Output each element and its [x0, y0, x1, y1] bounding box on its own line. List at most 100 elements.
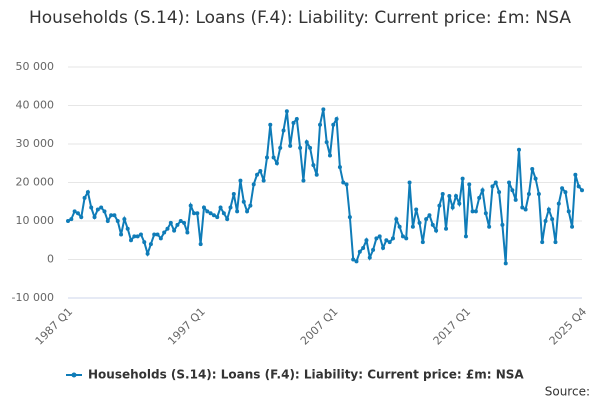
data-point [238, 178, 243, 183]
y-tick-label: 0 [47, 253, 54, 266]
data-point [417, 220, 422, 225]
data-point [437, 203, 442, 208]
data-point [424, 217, 429, 222]
data-point [453, 193, 458, 198]
data-point [115, 219, 120, 223]
data-point [311, 163, 316, 168]
data-point [92, 215, 97, 220]
data-point [314, 172, 319, 177]
chart-title: Households (S.14): Loans (F.4): Liabilit… [29, 8, 571, 28]
data-point [337, 165, 342, 170]
data-point [158, 236, 163, 241]
data-point [327, 153, 332, 158]
data-point [404, 236, 409, 241]
data-point [377, 234, 382, 239]
data-point [66, 219, 70, 223]
data-point [520, 205, 525, 210]
data-point [195, 211, 200, 216]
data-point [483, 211, 488, 216]
data-point [430, 222, 435, 227]
data-point [361, 245, 366, 250]
data-point [291, 120, 296, 125]
data-point [321, 107, 326, 112]
data-point [344, 182, 349, 187]
data-point [563, 190, 568, 195]
data-point [168, 220, 173, 225]
data-point [570, 224, 575, 229]
legend-marker [71, 372, 77, 378]
data-point [384, 238, 389, 243]
x-tick-label: 2007 Q1 [298, 305, 341, 348]
y-tick-label: -10 000 [12, 291, 54, 304]
data-point [427, 213, 432, 218]
data-point [440, 192, 445, 197]
data-point [457, 201, 462, 206]
data-point [341, 180, 346, 185]
data-point [533, 176, 538, 181]
data-point [175, 222, 180, 227]
data-point [251, 182, 256, 187]
data-point [510, 188, 515, 193]
data-point [162, 230, 167, 235]
data-point [178, 219, 183, 223]
data-point [155, 232, 160, 237]
data-point [507, 180, 512, 185]
data-point [129, 238, 134, 243]
x-tick-label: 1987 Q1 [33, 305, 76, 348]
y-tick-label: 40 000 [16, 99, 55, 112]
data-point [394, 217, 399, 222]
data-point [294, 116, 299, 121]
data-point [493, 180, 498, 185]
data-point [215, 215, 220, 220]
data-point [248, 203, 253, 208]
data-point [268, 122, 273, 127]
data-point [447, 193, 452, 198]
data-point [138, 232, 143, 237]
data-point [580, 188, 584, 193]
data-point [89, 205, 94, 210]
data-point [381, 245, 386, 250]
y-tick-label: 30 000 [16, 137, 55, 150]
data-point [69, 217, 74, 222]
series-line [67, 109, 583, 264]
data-point [523, 207, 528, 212]
data-point [185, 230, 190, 235]
data-point [148, 242, 153, 247]
data-point [497, 190, 502, 195]
data-point [371, 247, 376, 252]
data-point [298, 145, 303, 150]
data-point [566, 209, 571, 214]
data-point [245, 209, 250, 214]
data-point [473, 209, 478, 214]
x-tick-label: 2025 Q4 [547, 305, 590, 348]
data-point [540, 240, 545, 245]
data-point [255, 172, 260, 177]
y-tick-label: 50 000 [16, 60, 55, 73]
data-point [503, 261, 508, 266]
data-point [225, 217, 230, 222]
data-point [82, 195, 87, 200]
x-tick-label: 2017 Q1 [431, 305, 474, 348]
data-point [241, 199, 246, 204]
data-point [367, 255, 372, 260]
data-point [112, 213, 117, 218]
data-point [235, 209, 240, 214]
data-point [152, 232, 157, 237]
data-point [463, 234, 468, 239]
data-point [125, 226, 130, 231]
data-point [470, 209, 475, 214]
data-point [284, 109, 289, 114]
data-point [556, 201, 561, 206]
data-point [536, 192, 541, 197]
data-point [172, 228, 177, 233]
data-point [530, 167, 535, 172]
data-point [364, 238, 369, 243]
y-tick-label: 10 000 [16, 214, 55, 227]
data-point [357, 249, 362, 254]
data-point [274, 161, 279, 166]
data-point [351, 257, 356, 262]
data-point [407, 180, 412, 185]
data-point [450, 205, 455, 210]
data-point [546, 207, 551, 212]
data-point [410, 224, 415, 229]
